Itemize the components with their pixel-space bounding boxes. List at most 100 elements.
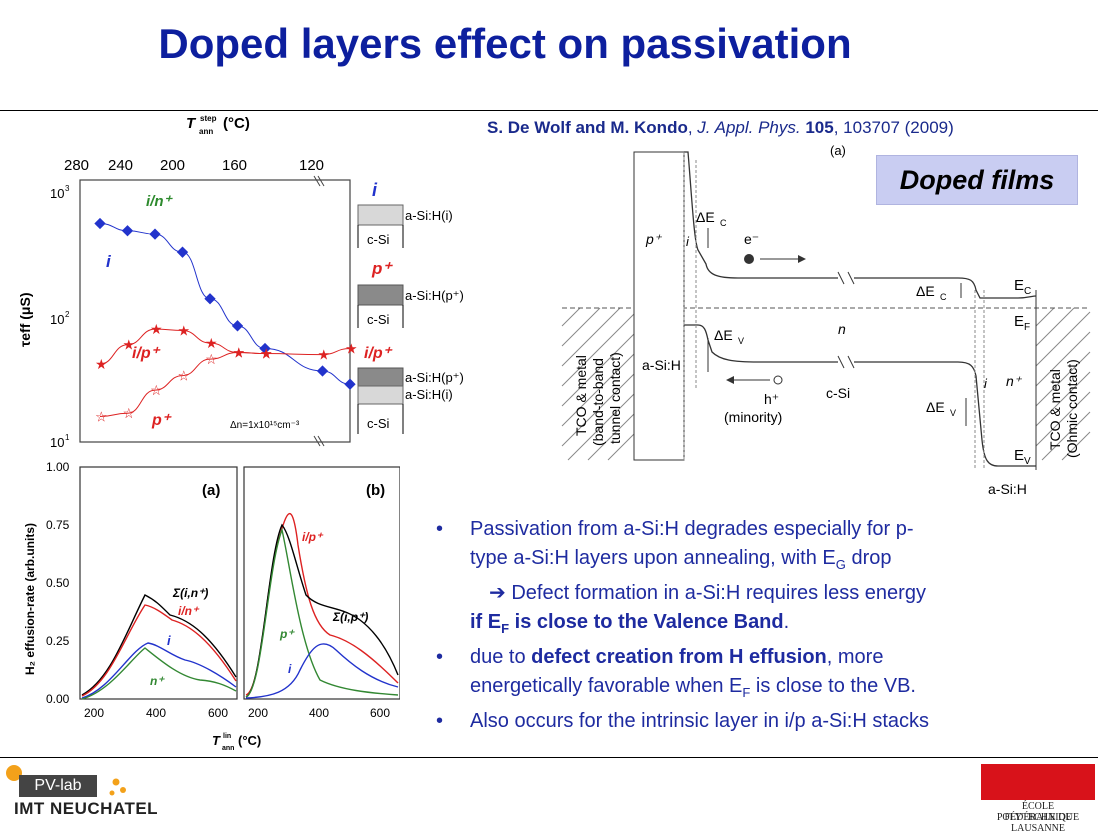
top-tick-200: 200 — [160, 157, 185, 174]
stack-ip-layer2-label: a-Si:H(i) — [405, 387, 453, 402]
epfl-line1: ÉCOLE POLYTECHNIQUE — [996, 801, 1080, 823]
pvlab-dot-1 — [112, 778, 120, 786]
electron-dot — [744, 254, 754, 264]
label-b-i: i — [288, 662, 292, 676]
eff-y-100: 1.00 — [46, 460, 70, 474]
curve-a-sum — [81, 594, 237, 696]
b1-l4b: is close to the Valence Band — [509, 611, 784, 633]
label-a-in: i/n⁺ — [178, 604, 200, 618]
b2-l2a: energetically favorable when E — [470, 675, 743, 697]
lifetime-chart: T step ann (°C) 280 240 200 160 120 10 3… — [17, 114, 358, 450]
bullet-dot: • — [436, 646, 444, 668]
eff-y-075: 0.75 — [46, 518, 70, 532]
bullet-2-line-1: due to defect creation from H effusion, … — [470, 643, 916, 672]
label-i-p: i/p⁺ — [132, 345, 161, 362]
bullet-1-sub: ➔ Defect formation in a-Si:H requires le… — [436, 579, 1076, 608]
top-axis-sub: ann — [199, 127, 213, 136]
stack-ip-title: i/p⁺ — [364, 345, 393, 362]
b2-l2sub: F — [742, 685, 751, 700]
stack-ip-layer1 — [357, 367, 404, 387]
stack-legends: i a-Si:H(i) c-Si p⁺ a-Si:H(p⁺) c-Si i/p⁺… — [357, 180, 464, 434]
series-0-point-5 — [231, 320, 244, 332]
hatch-left — [561, 307, 635, 461]
pvlab-dot-3 — [109, 790, 115, 796]
y-axis-label: τeff (μS) — [17, 293, 33, 347]
label-p: p⁺ — [151, 412, 172, 429]
band-label-h: h⁺ — [764, 391, 779, 407]
series-0-point-1 — [121, 225, 134, 237]
break-cb-2 — [847, 271, 855, 285]
series-1-point-4: ★ — [205, 335, 218, 351]
bullet-list: • Passivation from a-Si:H degrades espec… — [436, 515, 1076, 736]
slide-title: Doped layers effect on passivation — [158, 20, 852, 67]
title-divider — [0, 110, 1098, 111]
band-label-Ef-sub: F — [1024, 322, 1030, 333]
break-vb-1 — [837, 355, 845, 369]
series-line-2 — [99, 351, 266, 417]
panel-b-series — [245, 513, 399, 699]
pvlab-logo-dots — [6, 765, 126, 796]
pvlab-dot-large — [6, 765, 22, 781]
tco-left-line2: (band-to-band — [590, 358, 606, 446]
top-tick-160: 160 — [222, 157, 247, 174]
band-label-minority: (minority) — [724, 409, 782, 425]
y-tick-100: 10 — [50, 312, 64, 327]
y-tick-10-exp: 1 — [65, 433, 70, 442]
plot-frame — [79, 179, 351, 443]
series-0-point-6 — [259, 342, 271, 355]
series-line-1 — [99, 328, 351, 365]
series-2-point-6: ☆ — [260, 346, 273, 362]
b1-l4c: . — [783, 611, 790, 633]
b1-l2sub: G — [835, 557, 846, 572]
y-tick-1000-exp: 3 — [65, 184, 70, 193]
band-label-n: n — [838, 321, 846, 337]
stack-ip-layer1-label: a-Si:H(p⁺) — [405, 370, 464, 385]
bullet-3-text: Also occurs for the intrinsic layer in i… — [470, 710, 930, 732]
label-i: i — [106, 252, 112, 271]
bullet-1-line-1: Passivation from a-Si:H degrades especia… — [470, 518, 914, 540]
series-0-point-4 — [204, 293, 216, 305]
b1-l2b: drop — [845, 547, 892, 569]
axis-break-bottom-2 — [317, 435, 325, 447]
band-label-dEc2-sub: C — [940, 292, 947, 302]
series-1-point-1: ★ — [123, 337, 136, 353]
series-0-point-0 — [94, 217, 106, 230]
panel-b-label: (b) — [366, 482, 385, 499]
band-label-csi: c-Si — [826, 385, 850, 401]
band-label-dEv2-sub: V — [950, 408, 956, 418]
footer-divider — [0, 757, 1098, 758]
eff-y-000: 0.00 — [46, 692, 70, 706]
stack-i-layer-label: a-Si:H(i) — [405, 208, 453, 223]
b1-l2a: type a-Si:H layers upon annealing, with … — [470, 547, 836, 569]
series-1-point-0: ★ — [95, 356, 108, 372]
series-2-point-4: ☆ — [205, 351, 218, 367]
top-axis-sup: step — [200, 114, 217, 123]
b2-l1a: due to — [470, 646, 532, 668]
tco-right-label: TCO & metal (Ohmic contact) — [1047, 359, 1080, 458]
top-axis-unit: (°C) — [223, 115, 250, 132]
stack-ip-layer2 — [357, 385, 404, 405]
series-0-point-7 — [316, 365, 329, 377]
stack-p-csi: c-Si — [367, 312, 390, 327]
citation-volume: 105 — [805, 118, 834, 137]
bullet-1-line-4: if EF is close to the Valence Band. — [436, 608, 1076, 643]
citation-pages: 103707 (2009) — [843, 118, 954, 137]
b-x-400: 400 — [309, 706, 329, 720]
y-tick-1000: 10 — [50, 186, 64, 201]
effusion-y-label: H₂ effusion-rate (arb.units) — [23, 523, 37, 675]
band-label-i: i — [686, 234, 690, 249]
series-2-point-2: ☆ — [150, 382, 163, 398]
y-tick-100-exp: 2 — [65, 310, 70, 319]
series-1-point-7: ★ — [318, 347, 331, 363]
b1-sub-text: Defect formation in a-Si:H requires less… — [505, 582, 926, 604]
y-tick-10: 10 — [50, 435, 64, 450]
band-label-e: e⁻ — [744, 231, 759, 247]
label-sum-in: Σ(i,n⁺) — [172, 586, 208, 600]
band-label-Ec: E — [1014, 277, 1024, 294]
eff-x-sub: ann — [222, 745, 234, 752]
top-tick-280: 280 — [64, 157, 89, 174]
series-0-point-3 — [176, 246, 189, 258]
series-2-point-0: ☆ — [95, 408, 108, 424]
band-label-asih-right: a-Si:H — [988, 481, 1027, 497]
panel-a-series — [81, 594, 237, 700]
